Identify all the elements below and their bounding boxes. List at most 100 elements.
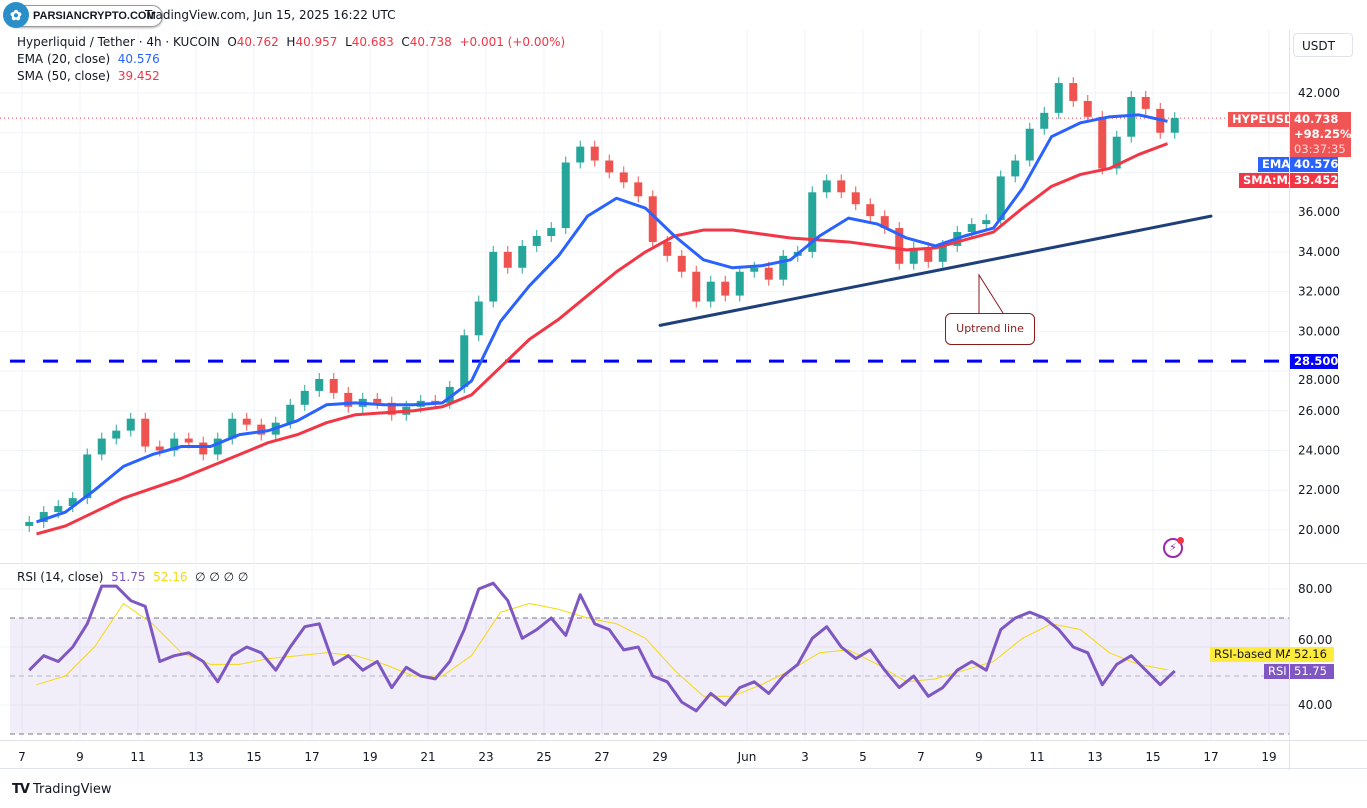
candle [1098, 110, 1107, 175]
candle-body [213, 438, 222, 455]
candle-body [866, 204, 875, 217]
logo-icon: ✿ [3, 2, 29, 28]
candle-body [39, 512, 48, 522]
time-tick-label: 23 [478, 750, 493, 764]
candle-body [54, 506, 63, 513]
ema-legend[interactable]: EMA (20, close) 40.576 [17, 52, 160, 66]
candle [518, 239, 527, 274]
candle [866, 198, 875, 223]
candle [257, 418, 266, 441]
candle-body [387, 402, 396, 415]
open-value: 40.762 [236, 35, 279, 49]
time-tick-label: 9 [975, 750, 983, 764]
candle-body [460, 335, 469, 387]
candle-body [779, 255, 788, 280]
ema-20-line [36, 113, 1168, 524]
candle-body [619, 172, 628, 183]
rsi-tick-label: 40.00 [1298, 698, 1332, 712]
candle [489, 245, 498, 308]
time-tick-label: 25 [536, 750, 551, 764]
candle-body [141, 418, 150, 447]
candle-body [25, 521, 34, 526]
price-axis-border [1289, 30, 1290, 770]
candle-body [300, 390, 309, 405]
candle-body [938, 245, 947, 262]
candle [547, 222, 556, 242]
candle-body [909, 247, 918, 264]
candle-body [808, 192, 817, 252]
candle [344, 386, 353, 413]
candle [605, 154, 614, 179]
uptrend-annotation[interactable]: Uptrend line [945, 313, 1035, 345]
currency-button[interactable]: USDT [1293, 33, 1353, 57]
candle [242, 412, 251, 431]
rsi-legend[interactable]: RSI (14, close) 51.75 52.16 ∅ ∅ ∅ ∅ [17, 570, 249, 584]
candle-body [489, 251, 498, 302]
candle-body [1054, 83, 1063, 113]
candle-body [880, 216, 889, 229]
candle [706, 275, 715, 308]
ema-axis-value: 40.576 [1290, 157, 1338, 172]
time-tick-label: 3 [801, 750, 809, 764]
rsi-axis-value: 51.75 [1290, 664, 1334, 679]
logo-text: PARSIANCRYPTO.COM [33, 10, 156, 22]
candle-body [1112, 136, 1121, 169]
candle-body [445, 386, 454, 403]
candle [532, 230, 541, 252]
candle [1069, 77, 1078, 107]
candle-body [663, 241, 672, 256]
time-tick-label: 13 [1087, 750, 1102, 764]
candle [300, 384, 309, 411]
candle-body [692, 271, 701, 302]
level-axis-value: 28.500 [1290, 354, 1338, 369]
time-tick-label: 9 [76, 750, 84, 764]
candle-body [518, 245, 527, 268]
pane-divider [0, 563, 1367, 564]
candle-body [561, 162, 570, 229]
candle-body [97, 438, 106, 455]
candle [1025, 122, 1034, 167]
candle-body [199, 442, 208, 455]
candle-body [1011, 160, 1020, 177]
candle-body [996, 176, 1005, 221]
price-tick-label: 24.000 [1298, 443, 1340, 457]
candle-body [851, 192, 860, 205]
rsi-tick-label: 80.00 [1298, 582, 1332, 596]
price-tick-label: 30.000 [1298, 324, 1340, 338]
candle [837, 174, 846, 199]
candle-body [503, 251, 512, 268]
candle [329, 373, 338, 399]
candle [373, 392, 382, 409]
time-tick-label: 19 [362, 750, 377, 764]
price-tick-label: 20.000 [1298, 523, 1340, 537]
ema-axis-label: EMA [1258, 157, 1290, 172]
sma-axis-value: 39.452 [1290, 173, 1338, 188]
time-tick-label: 17 [1203, 750, 1218, 764]
footer-brand[interactable]: TV TradingView [12, 782, 112, 797]
footer-border [0, 768, 1367, 769]
sma-legend[interactable]: SMA (50, close) 39.452 [17, 69, 160, 83]
candle-body [126, 418, 135, 431]
rsi-ma-axis-value: 52.16 [1290, 647, 1334, 662]
candle-body [155, 446, 164, 451]
candle [750, 261, 759, 278]
rsi-value: 51.75 [111, 570, 146, 584]
candle [68, 492, 77, 513]
candle [460, 329, 469, 393]
watermark-logo: ✿ PARSIANCRYPTO.COM [3, 2, 163, 28]
candle-body [329, 378, 338, 393]
candle [822, 174, 831, 199]
candle-body [721, 281, 730, 296]
candle-body [1083, 100, 1092, 117]
candle-body [764, 267, 773, 280]
candle-body [257, 424, 266, 435]
price-tick-label: 22.000 [1298, 483, 1340, 497]
price-tick-label: 36.000 [1298, 205, 1340, 219]
candle-body [373, 398, 382, 403]
lightning-icon[interactable]: ⚡ [1163, 537, 1184, 558]
symbol-title[interactable]: Hyperliquid / Tether · 4h · KUCOIN [17, 35, 220, 49]
time-tick-label: 17 [304, 750, 319, 764]
candle [1054, 77, 1063, 119]
candle-body [184, 438, 193, 443]
